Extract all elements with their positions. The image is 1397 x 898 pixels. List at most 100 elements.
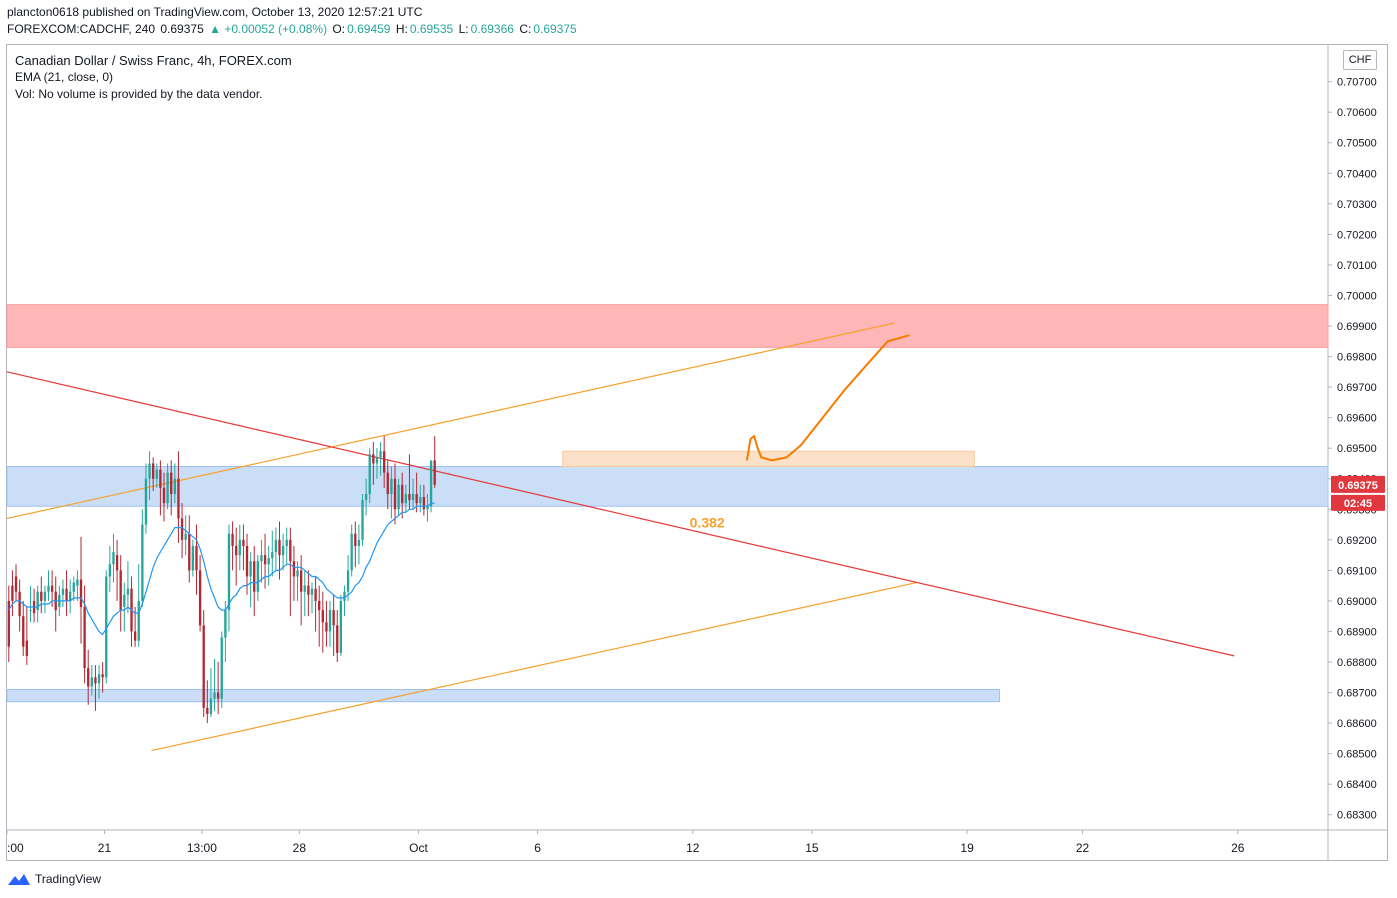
- candle-body: [372, 454, 375, 464]
- candle-body: [390, 478, 393, 495]
- candle-body: [303, 585, 306, 592]
- price-tick-label: 0.69600: [1337, 413, 1377, 425]
- candle-body: [379, 451, 382, 458]
- currency-button[interactable]: CHF: [1343, 50, 1377, 70]
- candle-body: [61, 588, 65, 595]
- candle-body: [105, 576, 108, 678]
- price-tick-label: 0.70700: [1337, 77, 1377, 89]
- candle-body: [177, 478, 180, 519]
- last-price-tag[interactable]: [1331, 475, 1385, 493]
- candle-body: [260, 555, 263, 562]
- candle-body: [368, 454, 371, 495]
- time-tick-label: Oct: [409, 841, 428, 855]
- legend-ema[interactable]: EMA (21, close, 0): [15, 70, 114, 84]
- candle-body: [123, 594, 126, 608]
- time-tick-label: 12: [686, 841, 700, 855]
- candle-body: [346, 570, 350, 592]
- price-tick-label: 0.68300: [1337, 810, 1377, 822]
- candle-body: [386, 472, 389, 495]
- candle-body: [382, 451, 386, 473]
- tradingview-logo-icon: [8, 874, 30, 885]
- close-value: 0.69375: [533, 22, 577, 36]
- candle-body: [357, 539, 361, 546]
- candle-body: [137, 600, 140, 641]
- time-tick-label: 15: [805, 841, 819, 855]
- candle-body: [180, 518, 184, 540]
- candle-body: [361, 500, 364, 540]
- candle-body: [79, 579, 83, 608]
- price-tick-label: 0.70100: [1337, 260, 1377, 272]
- symbol-label: FOREXCOM:CADCHF, 240: [7, 22, 156, 36]
- open-label: O:: [332, 22, 346, 36]
- candle-body: [408, 494, 411, 501]
- candle-body: [227, 533, 231, 611]
- zone-support-upper[interactable]: [6, 466, 1329, 507]
- candle-body: [249, 561, 252, 577]
- candle-body: [375, 457, 379, 464]
- candle-body: [281, 545, 285, 556]
- candle-body: [133, 631, 137, 641]
- red-descending-trend[interactable]: [6, 371, 1235, 657]
- candle-body: [166, 472, 169, 504]
- orange-lower-trend[interactable]: [151, 582, 917, 752]
- orange-upper-trend[interactable]: [6, 322, 896, 520]
- candle-body: [206, 707, 209, 714]
- candle-body: [29, 610, 32, 612]
- candle-body: [40, 591, 43, 601]
- fib-label: 0.382: [690, 515, 725, 531]
- change-value: ▲ +0.00052 (+0.08%): [209, 22, 328, 36]
- low-label: L:: [458, 22, 469, 36]
- candle-body: [90, 677, 93, 687]
- candle-body: [224, 610, 227, 638]
- candle-body: [336, 625, 339, 653]
- candle-body: [47, 585, 50, 592]
- candle-body: [321, 610, 324, 623]
- ohlc-row: FOREXCOM:CADCHF, 240 0.69375 ▲ +0.00052 …: [7, 21, 579, 38]
- candle-body: [216, 692, 220, 699]
- candle-body: [299, 570, 303, 592]
- candle-body: [188, 533, 191, 571]
- zone-resistance[interactable]: [6, 304, 1329, 348]
- price-tick-label: 0.69700: [1337, 382, 1377, 394]
- candle-body: [76, 579, 79, 586]
- candle-body: [415, 494, 418, 504]
- price-tick-label: 0.69500: [1337, 443, 1377, 455]
- price-tick-label: 0.70000: [1337, 290, 1377, 302]
- candle-body: [18, 591, 21, 617]
- price-tick-label: 0.69800: [1337, 352, 1377, 364]
- projection-path[interactable]: [745, 334, 910, 462]
- candle-body: [50, 585, 54, 592]
- candle-body: [292, 561, 296, 577]
- price-tick-label: 0.68700: [1337, 688, 1377, 700]
- candle-body: [307, 585, 310, 595]
- ema-line[interactable]: [8, 502, 435, 636]
- candle-body: [72, 582, 75, 592]
- candle-body: [184, 533, 187, 540]
- candle-body: [43, 591, 47, 601]
- zone-support-lower[interactable]: [6, 688, 1001, 703]
- price-tick-label: 0.70300: [1337, 199, 1377, 211]
- candle-body: [433, 460, 436, 485]
- legend-title: Canadian Dollar / Swiss Franc, 4h, FOREX…: [15, 53, 292, 68]
- time-tick-label: 22: [1076, 841, 1090, 855]
- price-tick-label: 0.70200: [1337, 229, 1377, 241]
- candle-body: [285, 539, 288, 546]
- chart-frame[interactable]: [6, 44, 1388, 861]
- last-price: 0.69375: [160, 22, 204, 36]
- footer-brand[interactable]: TradingView: [7, 872, 101, 886]
- candle-body: [36, 591, 39, 611]
- candle-body: [162, 487, 166, 504]
- candle-body: [242, 539, 245, 546]
- candle-body: [25, 640, 29, 656]
- chart-legend: Canadian Dollar / Swiss Franc, 4h, FOREX…: [15, 52, 292, 103]
- candle-body: [97, 674, 101, 684]
- bar-timer-label: 02:45: [1344, 498, 1372, 510]
- candle-body: [429, 460, 433, 507]
- close-label: C:: [519, 22, 532, 36]
- candle-body: [159, 469, 162, 488]
- chart-header: plancton0618 published on TradingView.co…: [7, 4, 579, 38]
- price-tick-label: 0.70400: [1337, 168, 1377, 180]
- price-tick-label: 0.70600: [1337, 107, 1377, 119]
- time-tick-label: 28: [293, 841, 307, 855]
